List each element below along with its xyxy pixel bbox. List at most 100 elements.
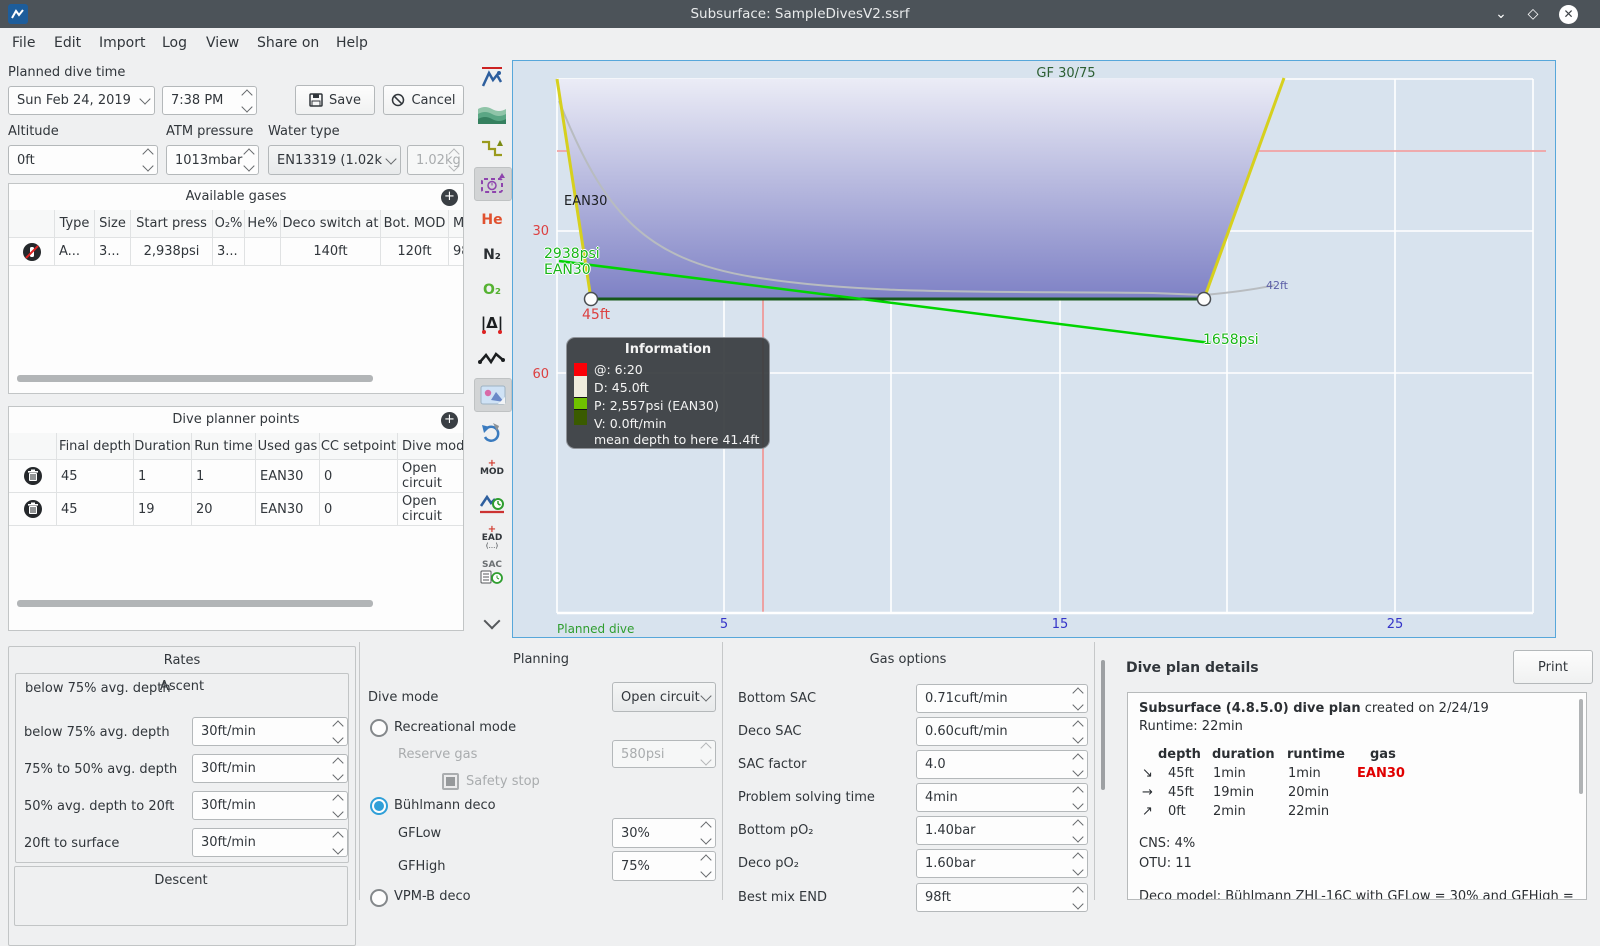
- gas-row[interactable]: A... 3... 2,938psi 3... 140ft 120ft 98ft: [9, 238, 463, 266]
- dive-profile-icon[interactable]: [474, 62, 510, 94]
- problem-solving-time-input[interactable]: 4min: [916, 783, 1088, 812]
- tooltip-velocity: V: 0.0ft/min: [594, 416, 667, 431]
- col-dive-mode[interactable]: Dive mode: [398, 433, 463, 460]
- col-used-gas[interactable]: Used gas: [256, 433, 320, 460]
- deco-po2-input[interactable]: 1.60bar: [916, 849, 1088, 878]
- col-size[interactable]: Size: [95, 210, 131, 238]
- best-mix-end-input[interactable]: 98ft: [916, 883, 1088, 912]
- photos-toggle-icon[interactable]: [474, 378, 512, 412]
- ead-toggle-icon[interactable]: + EAD (...): [481, 524, 503, 551]
- altitude-input[interactable]: 0ft: [8, 145, 158, 175]
- planner-points-title: Dive planner points: [172, 412, 300, 427]
- deco-sac-input[interactable]: 0.60cuft/min: [916, 717, 1088, 746]
- point-row[interactable]: 45 1 1 EAN30 0 Open circuit: [9, 460, 463, 493]
- rate-input[interactable]: 30ft/min: [192, 828, 348, 857]
- waypoint-handle[interactable]: [1196, 291, 1212, 307]
- dive-mode-label: Dive mode: [368, 690, 439, 705]
- dive-mode-select[interactable]: Open circuit: [612, 682, 716, 712]
- sac-factor-input[interactable]: 4.0: [916, 750, 1088, 779]
- delete-point-icon[interactable]: [23, 500, 42, 518]
- print-button[interactable]: Print: [1513, 650, 1593, 684]
- dive-time-icon[interactable]: [474, 487, 510, 519]
- rate-input[interactable]: 30ft/min: [192, 717, 348, 746]
- atm-pressure-input[interactable]: 1013mbar: [166, 145, 259, 175]
- gases-horizontal-scrollbar[interactable]: [17, 375, 373, 382]
- date-picker[interactable]: Sun Feb 24, 2019: [8, 86, 155, 115]
- col-cc-setpoint[interactable]: CC setpoint: [320, 433, 398, 460]
- col-o2[interactable]: O₂%: [213, 210, 245, 238]
- maximize-button[interactable]: ◇: [1527, 6, 1539, 22]
- col-he[interactable]: He%: [245, 210, 281, 238]
- gas-disabled-icon[interactable]: [22, 242, 41, 261]
- vpmb-deco-radio[interactable]: [370, 889, 388, 907]
- mod-toggle-icon[interactable]: + MOD: [479, 458, 505, 477]
- plan-cns: CNS: 4%: [1139, 836, 1196, 851]
- tooltip-depth: D: 45.0ft: [594, 380, 649, 395]
- problem-solving-time-label: Problem solving time: [738, 790, 875, 805]
- waypoint-handle[interactable]: [583, 291, 599, 307]
- plan-box-scrollbar[interactable]: [1579, 699, 1583, 794]
- gfhigh-input[interactable]: 75%: [612, 851, 716, 881]
- menu-view[interactable]: View: [206, 35, 240, 51]
- add-gas-button[interactable]: +: [441, 189, 458, 206]
- add-point-button[interactable]: +: [441, 412, 458, 429]
- water-type-select[interactable]: EN13319 (1.02k: [268, 145, 401, 175]
- time-picker[interactable]: 7:38 PM: [162, 86, 257, 115]
- planner-settings-icon[interactable]: [474, 167, 512, 201]
- col-duration[interactable]: Duration: [134, 433, 192, 460]
- col-type[interactable]: Type: [55, 210, 95, 238]
- start-pressure-label: 2938psi: [544, 246, 600, 262]
- available-gases-title: Available gases: [185, 189, 287, 204]
- col-final-depth[interactable]: Final depth: [57, 433, 134, 460]
- cancel-button[interactable]: Cancel: [383, 85, 464, 115]
- col-start-press[interactable]: Start press: [131, 210, 213, 238]
- tooltip-mean-depth: mean depth to here 41.4ft: [594, 432, 760, 447]
- panel-divider: [722, 642, 723, 900]
- menu-help[interactable]: Help: [336, 35, 368, 51]
- close-button[interactable]: ✕: [1559, 5, 1578, 24]
- ceiling-icon[interactable]: [474, 133, 510, 165]
- minimize-button[interactable]: ⌄: [1495, 6, 1507, 22]
- recalculate-icon[interactable]: [474, 416, 510, 448]
- sac-toggle-icon[interactable]: SAC: [474, 557, 510, 589]
- menu-edit[interactable]: Edit: [54, 35, 82, 51]
- menu-share-on[interactable]: Share on: [257, 35, 320, 51]
- safety-stop-checkbox[interactable]: [442, 773, 459, 790]
- menu-log[interactable]: Log: [162, 35, 188, 51]
- rate-input[interactable]: 30ft/min: [192, 754, 348, 783]
- dive-profile-chart[interactable]: GF 30/75 EAN30 30 60 2938psi EAN30 1658p…: [512, 60, 1556, 638]
- bottom-po2-input[interactable]: 1.40bar: [916, 816, 1088, 845]
- tissue-tolerance-icon[interactable]: |Δ|: [474, 308, 510, 340]
- rate-input[interactable]: 30ft/min: [192, 791, 348, 820]
- plan-col-runtime: runtime: [1287, 747, 1345, 762]
- buhlmann-deco-radio[interactable]: [370, 797, 388, 815]
- col-mnd[interactable]: MND: [449, 210, 463, 238]
- dive-plan-text-box[interactable]: Subsurface (4.8.5.0) dive plan created o…: [1127, 692, 1587, 900]
- tooltip-title: Information: [624, 342, 712, 357]
- save-button[interactable]: Save: [295, 85, 375, 115]
- vpmb-deco-label: VPM-B deco: [394, 889, 471, 904]
- plan-gas-value: EAN30: [1357, 766, 1405, 781]
- info-tooltip: Information @: 6:20 D: 45.0ft P: 2,557ps…: [566, 337, 770, 449]
- points-horizontal-scrollbar[interactable]: [17, 600, 373, 607]
- heart-rate-icon[interactable]: [474, 343, 510, 375]
- scroll-down-icon[interactable]: [474, 606, 510, 638]
- delete-point-icon[interactable]: [23, 467, 42, 485]
- menu-file[interactable]: File: [12, 35, 36, 51]
- menu-import[interactable]: Import: [99, 35, 146, 51]
- details-vertical-scrollbar[interactable]: [1101, 660, 1105, 790]
- chevron-down-icon: [139, 87, 151, 114]
- menu-bar: File Edit Import Log View Share on Help: [0, 28, 1600, 58]
- nitrogen-toggle-icon[interactable]: N₂: [483, 247, 501, 263]
- recreational-mode-radio[interactable]: [370, 719, 388, 737]
- col-deco-switch[interactable]: Deco switch at: [281, 210, 381, 238]
- oxygen-toggle-icon[interactable]: O₂: [482, 282, 502, 298]
- water-waves-icon[interactable]: [474, 98, 510, 130]
- helium-toggle-icon[interactable]: He: [481, 212, 503, 228]
- col-run-time[interactable]: Run time: [192, 433, 256, 460]
- bottom-sac-input[interactable]: 0.71cuft/min: [916, 684, 1088, 713]
- gflow-input[interactable]: 30%: [612, 818, 716, 848]
- col-bot-mod[interactable]: Bot. MOD: [381, 210, 449, 238]
- bottom-po2-label: Bottom pO₂: [738, 823, 814, 838]
- point-row[interactable]: 45 19 20 EAN30 0 Open circuit: [9, 493, 463, 526]
